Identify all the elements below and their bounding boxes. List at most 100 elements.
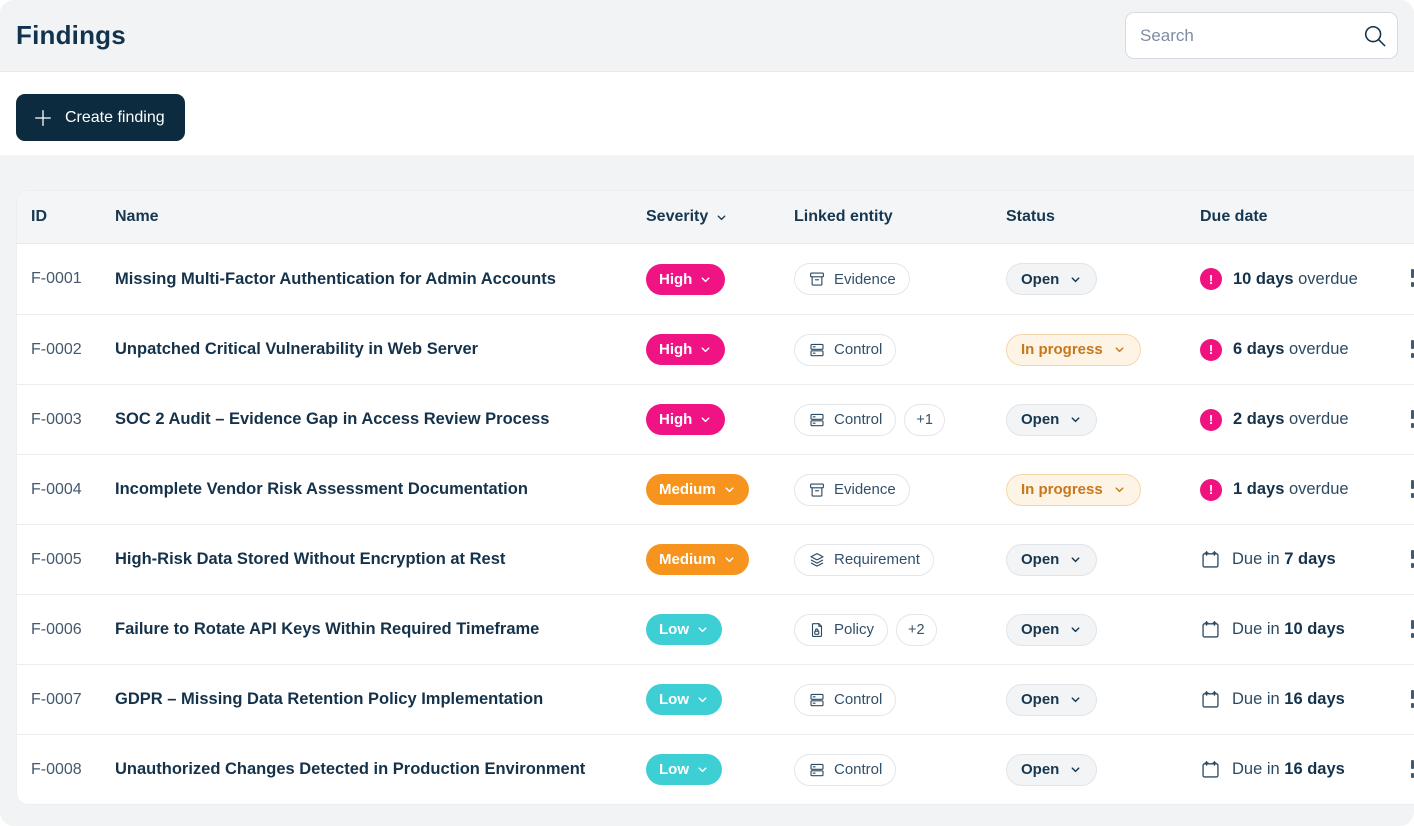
- status-dropdown[interactable]: Open: [1006, 613, 1098, 646]
- severity-cell: High: [646, 334, 794, 365]
- table-row[interactable]: F-0004 Incomplete Vendor Risk Assessment…: [17, 454, 1414, 524]
- finding-name[interactable]: High-Risk Data Stored Without Encryption…: [115, 550, 506, 568]
- overdue-alert-icon: !: [1200, 478, 1222, 501]
- status-cell: Open: [1006, 403, 1200, 436]
- entity-chip-control[interactable]: Control: [794, 753, 897, 786]
- status-dropdown[interactable]: In progress: [1006, 473, 1141, 506]
- calendar-icon: [1200, 759, 1221, 780]
- finding-id: F-0003: [31, 410, 82, 428]
- search-icon[interactable]: [1361, 22, 1388, 49]
- chevron-down-icon: [1071, 557, 1080, 563]
- table-row[interactable]: F-0003 SOC 2 Audit – Evidence Gap in Acc…: [17, 384, 1414, 454]
- chevron-down-icon: [725, 557, 734, 563]
- finding-name[interactable]: Incomplete Vendor Risk Assessment Docume…: [115, 480, 528, 498]
- page-body: ID Name Severity Linked entity Status Du…: [0, 155, 1414, 805]
- severity-dropdown[interactable]: High: [646, 263, 726, 295]
- due-date-cell: Due in 10 days: [1200, 619, 1414, 640]
- severity-dropdown[interactable]: Medium: [646, 544, 749, 575]
- entity-chip-control[interactable]: Control: [794, 333, 897, 366]
- table-row[interactable]: F-0005 High-Risk Data Stored Without Enc…: [17, 524, 1414, 594]
- finding-id: F-0006: [31, 620, 82, 638]
- search-input[interactable]: [1140, 25, 1361, 46]
- finding-name[interactable]: Unpatched Critical Vulnerability in Web …: [115, 340, 479, 358]
- entity-chip-control[interactable]: Control: [794, 403, 897, 436]
- status-cell: In progress: [1006, 333, 1200, 366]
- entity-chip-evidence[interactable]: Evidence: [794, 263, 910, 295]
- entity-label: Requirement: [834, 551, 920, 568]
- severity-dropdown[interactable]: Medium: [646, 474, 749, 505]
- cut-off-edge-icon: [1409, 479, 1414, 501]
- status-label: Open: [1021, 621, 1060, 638]
- finding-id: F-0002: [31, 340, 82, 358]
- entity-more-chip[interactable]: +2: [896, 613, 937, 646]
- top-bar: Findings: [0, 0, 1414, 72]
- severity-dropdown[interactable]: Low: [646, 754, 722, 785]
- chevron-down-icon: [698, 627, 707, 633]
- chevron-down-icon: [1071, 417, 1080, 423]
- status-cell: Open: [1006, 683, 1200, 716]
- status-dropdown[interactable]: In progress: [1006, 333, 1141, 366]
- table-row[interactable]: F-0007 GDPR – Missing Data Retention Pol…: [17, 664, 1414, 734]
- calendar-icon: [1200, 619, 1221, 640]
- severity-dropdown[interactable]: Low: [646, 684, 722, 715]
- finding-id: F-0005: [31, 550, 82, 568]
- entity-chip-evidence[interactable]: Evidence: [794, 473, 910, 506]
- finding-id: F-0008: [31, 760, 82, 778]
- table-row[interactable]: F-0008 Unauthorized Changes Detected in …: [17, 734, 1414, 804]
- cut-off-edge-icon: [1409, 339, 1414, 361]
- due-text: 10 days overdue: [1233, 269, 1358, 288]
- status-cell: Open: [1006, 753, 1200, 786]
- entity-chip-policy[interactable]: Policy: [794, 613, 889, 646]
- severity-dropdown[interactable]: Low: [646, 614, 722, 645]
- linked-entity-cell: Evidence: [794, 263, 1006, 295]
- status-dropdown[interactable]: Open: [1006, 403, 1098, 436]
- entity-chip-requirement[interactable]: Requirement: [794, 543, 934, 576]
- severity-cell: Medium: [646, 474, 794, 505]
- finding-id: F-0007: [31, 690, 82, 708]
- linked-entity-cell: Policy +2: [794, 613, 1006, 646]
- entity-chip-control[interactable]: Control: [794, 683, 897, 716]
- status-dropdown[interactable]: Open: [1006, 543, 1098, 576]
- chevron-down-icon: [701, 276, 710, 282]
- finding-name[interactable]: Failure to Rotate API Keys Within Requir…: [115, 620, 540, 638]
- calendar-icon: [1202, 760, 1219, 778]
- column-header-id: ID: [31, 208, 47, 225]
- severity-label: High: [659, 270, 693, 288]
- due-date-cell: ! 10 days overdue: [1200, 268, 1414, 290]
- create-finding-label: Create finding: [65, 108, 165, 126]
- column-header-severity[interactable]: Severity: [646, 208, 794, 226]
- create-finding-button[interactable]: Create finding: [16, 94, 185, 141]
- linked-entity-cell: Control +1: [794, 403, 1006, 436]
- entity-more-chip[interactable]: +1: [904, 403, 945, 436]
- status-cell: In progress: [1006, 473, 1200, 506]
- severity-dropdown[interactable]: High: [646, 334, 726, 365]
- table-row[interactable]: F-0006 Failure to Rotate API Keys Within…: [17, 594, 1414, 664]
- status-label: Open: [1021, 761, 1060, 778]
- column-header-name: Name: [115, 208, 159, 225]
- overdue-alert-icon: !: [1200, 268, 1222, 290]
- severity-label: High: [659, 411, 693, 428]
- finding-name[interactable]: Missing Multi-Factor Authentication for …: [115, 269, 556, 288]
- finding-id: F-0001: [31, 270, 82, 287]
- control-icon: [810, 763, 824, 776]
- status-dropdown[interactable]: Open: [1006, 753, 1098, 786]
- entity-label: Evidence: [834, 270, 896, 288]
- severity-dropdown[interactable]: High: [646, 404, 726, 435]
- entity-label: Evidence: [834, 481, 896, 498]
- table-row[interactable]: F-0001 Missing Multi-Factor Authenticati…: [17, 244, 1414, 314]
- status-dropdown[interactable]: Open: [1006, 683, 1098, 716]
- finding-name[interactable]: SOC 2 Audit – Evidence Gap in Access Rev…: [115, 410, 550, 428]
- due-text: Due in 16 days: [1232, 690, 1345, 708]
- requirement-icon: [810, 552, 824, 567]
- status-dropdown[interactable]: Open: [1006, 263, 1098, 295]
- severity-cell: Low: [646, 684, 794, 715]
- search-box[interactable]: [1125, 12, 1398, 59]
- status-cell: Open: [1006, 613, 1200, 646]
- column-header-due-date: Due date: [1200, 208, 1268, 225]
- finding-name[interactable]: Unauthorized Changes Detected in Product…: [115, 760, 586, 778]
- calendar-icon: [1202, 620, 1219, 638]
- severity-cell: High: [646, 263, 794, 295]
- cut-off-edge-icon: [1409, 689, 1414, 711]
- finding-name[interactable]: GDPR – Missing Data Retention Policy Imp…: [115, 690, 544, 708]
- table-row[interactable]: F-0002 Unpatched Critical Vulnerability …: [17, 314, 1414, 384]
